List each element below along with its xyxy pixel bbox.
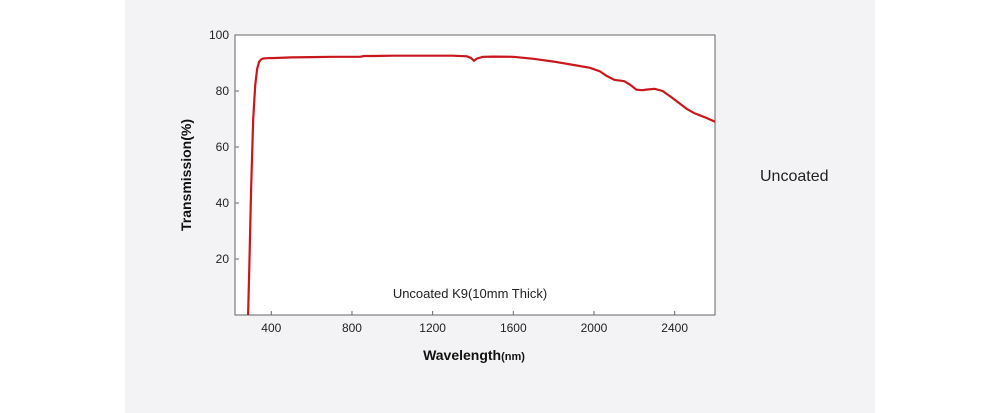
x-tick-label: 2400 xyxy=(661,321,688,335)
x-axis-ticks: 400 800 1200 1600 2000 2400 xyxy=(261,311,688,335)
transmission-curve xyxy=(247,54,716,316)
x-axis-label: Wavelength(nm) xyxy=(423,347,525,363)
y-tick-label: 60 xyxy=(216,140,230,154)
coating-label: Uncoated xyxy=(760,168,829,185)
x-tick-label: 2000 xyxy=(581,321,608,335)
x-tick-label: 1200 xyxy=(419,321,446,335)
x-axis-label-unit: (nm) xyxy=(501,351,525,363)
y-tick-label: 40 xyxy=(216,196,230,210)
y-tick-label: 100 xyxy=(209,28,229,42)
chart-annotation: Uncoated K9(10mm Thick) xyxy=(393,286,547,301)
x-tick-label: 400 xyxy=(261,321,281,335)
y-tick-label: 80 xyxy=(216,84,230,98)
plot-frame xyxy=(234,34,716,316)
y-tick-label: 20 xyxy=(216,252,230,266)
y-axis-ticks: 20 40 60 80 100 xyxy=(209,28,239,266)
y-axis-label: Transmission(%) xyxy=(178,119,194,231)
x-tick-label: 800 xyxy=(342,321,362,335)
x-tick-label: 1600 xyxy=(500,321,527,335)
x-axis-label-text: Wavelength xyxy=(423,347,501,363)
